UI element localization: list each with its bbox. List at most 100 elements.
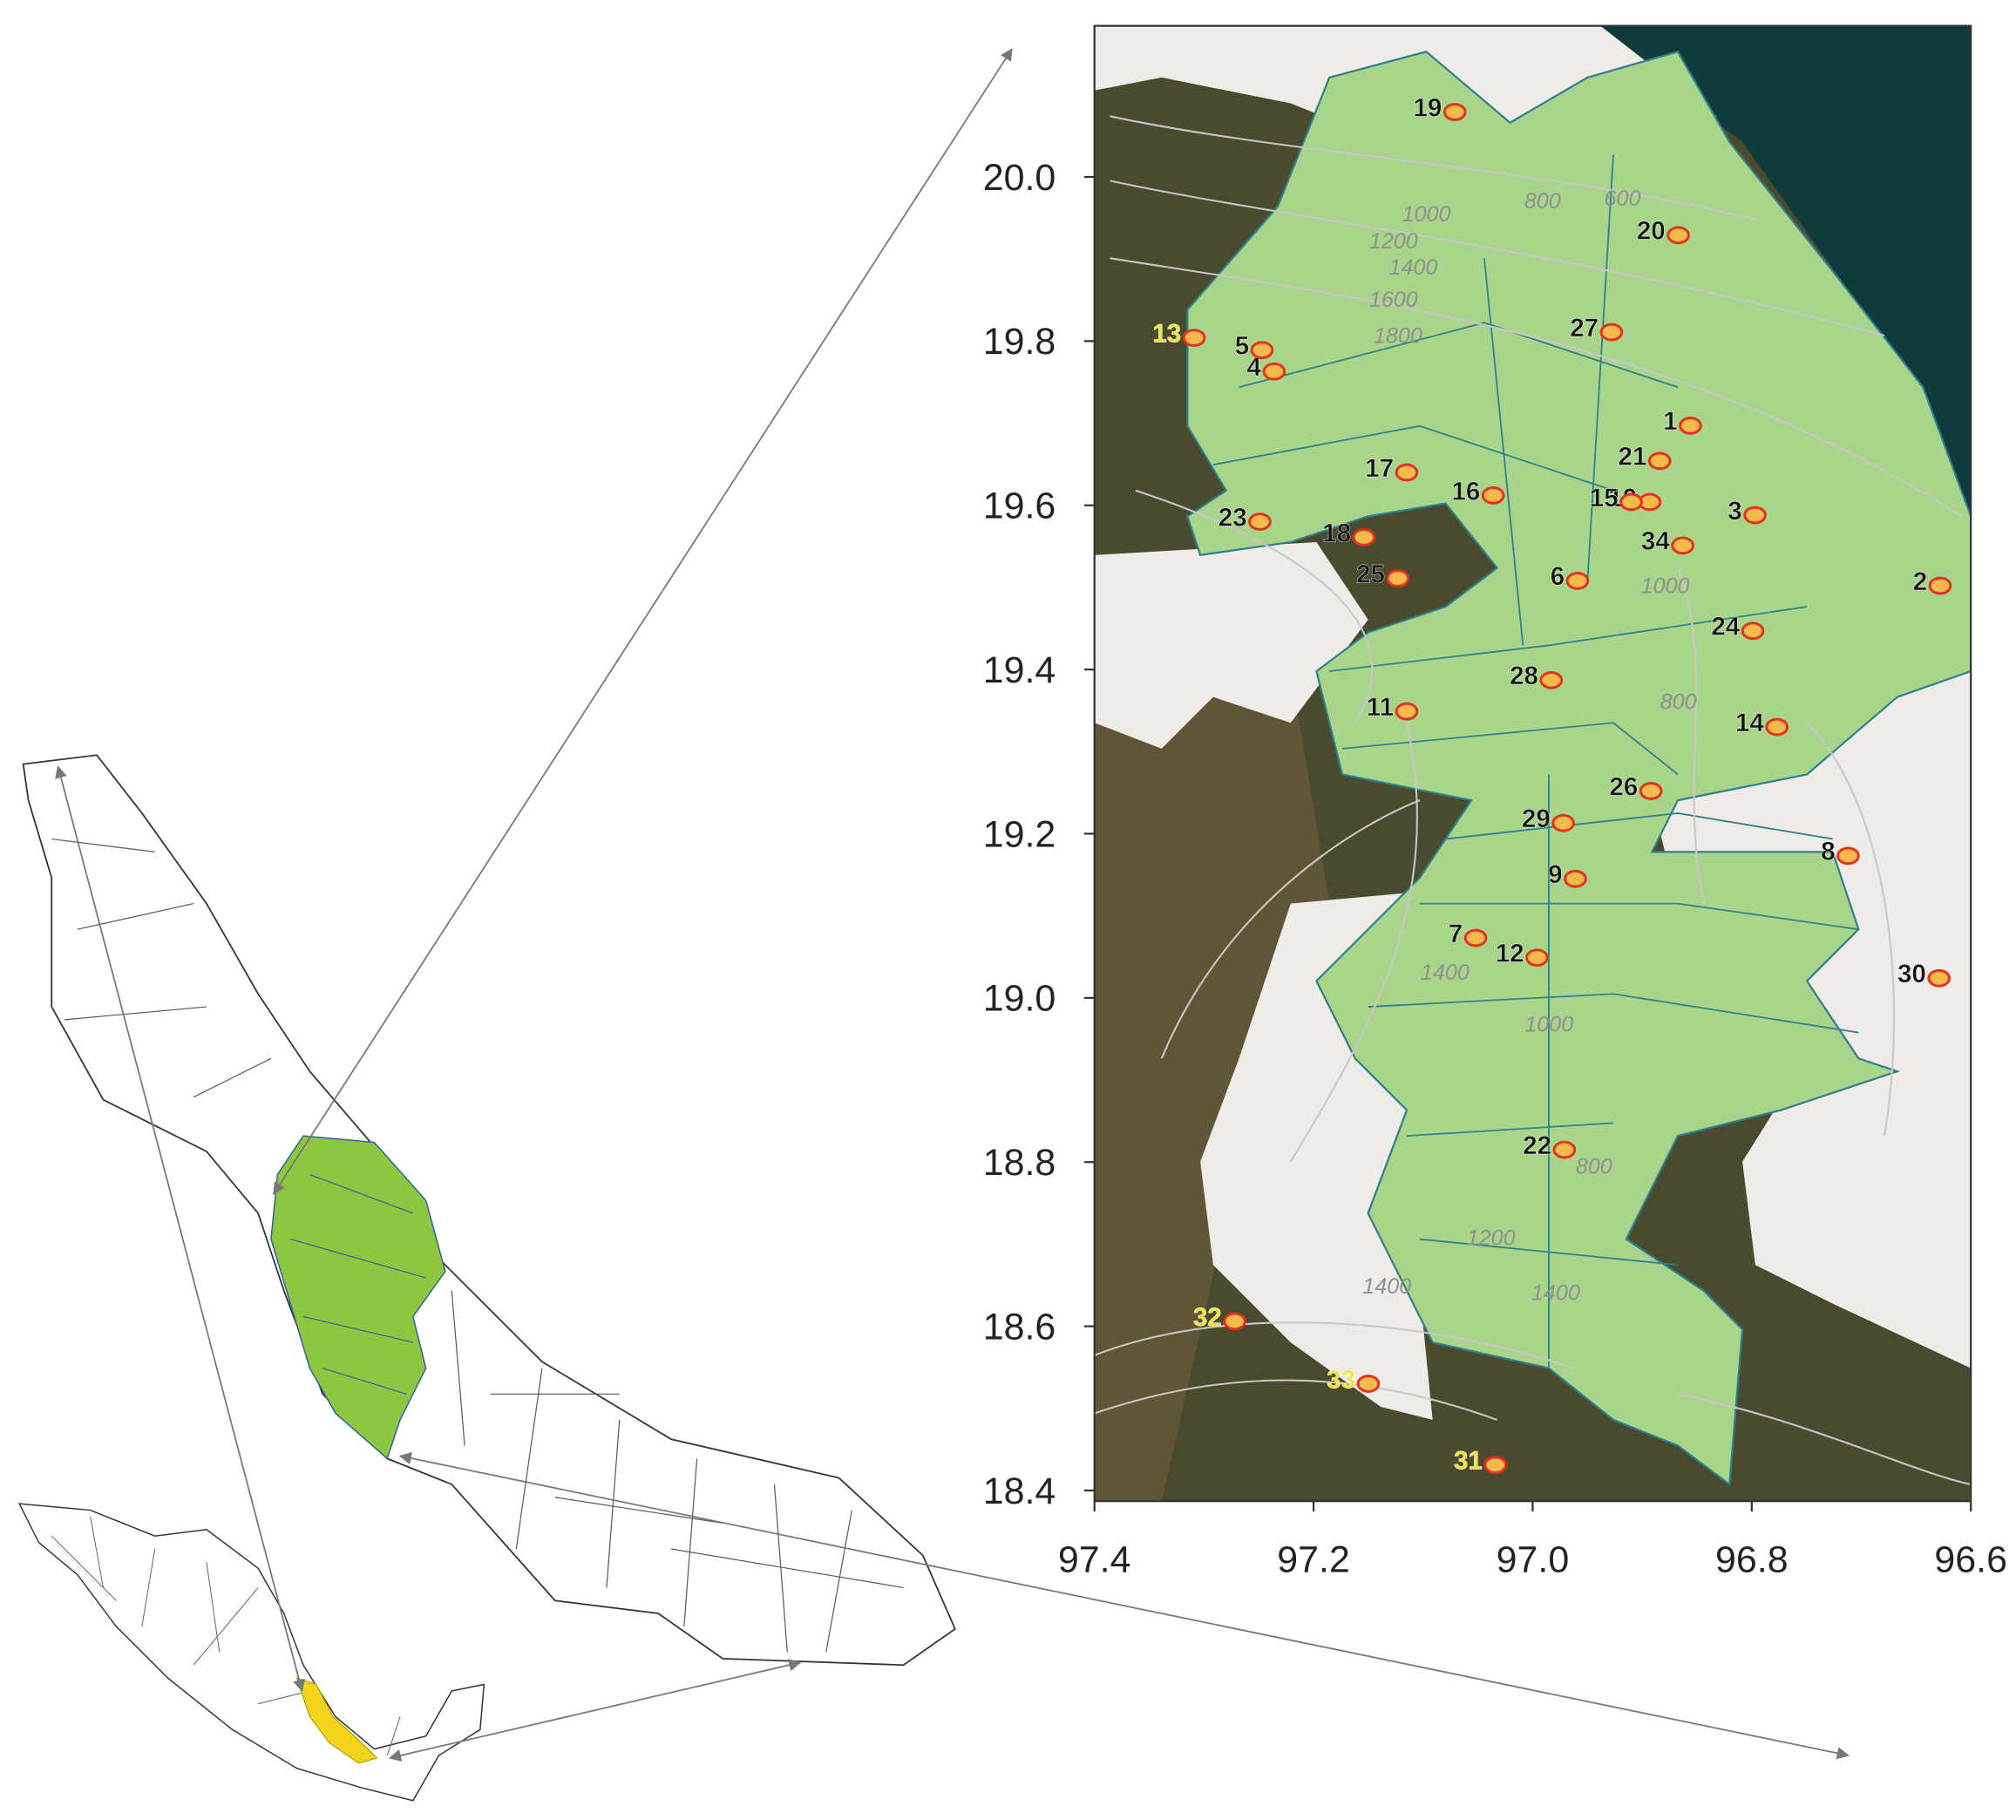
station-marker [1647,452,1672,471]
contour-label: 1200 [1467,1226,1516,1250]
station-marker [1356,1375,1381,1393]
station-label: 26 [1609,772,1638,801]
station-marker [1248,513,1272,531]
station-marker [1599,323,1624,342]
station-marker [1352,528,1376,547]
station-marker [1442,103,1467,121]
station-label: 17 [1365,454,1394,483]
station-label: 25 [1356,560,1385,588]
arrow [388,1659,802,1762]
y-tick-label: 19.0 [983,978,1056,1020]
station-label: 21 [1618,443,1646,472]
station-marker [1395,702,1419,721]
arrow [55,765,306,1693]
contour-label: 1000 [1641,574,1690,599]
station-label: 19 [1413,93,1442,122]
station-marker [1666,226,1690,245]
station-label: 3 [1728,497,1741,526]
contour-label: 800 [1576,1154,1612,1178]
station-label: 15 [1590,484,1619,513]
station-label: 2 [1913,567,1927,596]
main-map [1094,25,1972,1502]
station-marker [1564,869,1587,888]
contour-label: 1200 [1369,229,1418,254]
station-marker [1552,1140,1577,1159]
mexico-inset [17,1503,485,1802]
station-label: 12 [1496,940,1524,968]
x-tick-label: 97.4 [1058,1539,1131,1581]
station-marker [1250,341,1274,360]
x-tick-label: 97.0 [1497,1539,1570,1581]
contour-label: 1400 [1362,1274,1411,1299]
contour-label: 800 [1524,189,1561,214]
station-marker [1927,968,1952,988]
station-marker [1483,1456,1508,1475]
station-label: 28 [1510,662,1538,690]
contour-label: 1000 [1524,1013,1573,1037]
station-marker [1679,416,1702,435]
station-label: 4 [1247,353,1262,382]
y-tick-label: 19.8 [983,321,1056,363]
y-tick-label: 18.6 [983,1306,1056,1348]
arrow [398,1452,1850,1760]
station-label: 23 [1218,503,1247,532]
contour-label: 1600 [1369,288,1418,312]
station-marker [1223,1312,1246,1331]
station-marker [1836,846,1860,866]
station-label: 27 [1570,314,1599,343]
ocean [1587,25,1972,542]
contours [1094,115,1972,1485]
station-label: 18 [1322,519,1351,547]
station-marker [1551,813,1575,832]
station-marker [1386,569,1410,587]
station-label: 16 [1451,477,1480,506]
station-label: 14 [1735,709,1764,737]
station-label: 5 [1235,332,1249,361]
contour-label: 1400 [1421,961,1470,985]
contour-label: 1400 [1388,255,1437,280]
y-tick-label: 19.4 [983,649,1056,691]
map-layer: 20.0 19.8 19.6 19.4 19.2 19.0 18.8 18.6 18.497.4… [983,93,2007,1580]
station-marker [1765,717,1789,737]
station-marker [1525,948,1549,968]
station-marker [1743,506,1767,525]
station-label: 29 [1522,805,1551,833]
contour-label: 1800 [1374,323,1422,348]
station-label: 32 [1193,1303,1222,1332]
station-label: 20 [1637,217,1666,246]
station-marker [1619,492,1643,512]
contour-label: 800 [1660,689,1697,714]
station-label: 31 [1454,1447,1483,1476]
y-tick-label: 19.2 [983,813,1056,855]
station-label: 33 [1327,1365,1355,1394]
station-marker [1182,329,1206,347]
station-label: 9 [1548,860,1562,889]
x-tick-label: 96.6 [1934,1539,2007,1581]
station-marker [1395,463,1419,482]
station-marker [1262,362,1286,381]
station-label: 24 [1711,613,1740,642]
arrow [273,48,1013,1195]
veracruz-inset [22,754,956,1667]
station-marker [1639,782,1663,800]
station-label: 22 [1523,1131,1551,1160]
contour-label: 600 [1605,187,1641,211]
station-label: 34 [1641,527,1670,556]
station-label: 7 [1449,920,1463,948]
contour-label: 1000 [1402,202,1451,227]
station-marker [1481,486,1505,505]
station-marker [1741,621,1765,641]
arrows [55,48,1850,1762]
station-label: 1 [1663,407,1677,436]
station-marker [1928,576,1952,595]
station-marker [1565,571,1590,590]
station-marker [1539,670,1564,689]
station-label: 11 [1367,693,1394,722]
x-tick-label: 96.8 [1715,1539,1789,1581]
station-label: 8 [1821,838,1835,866]
y-tick-label: 18.8 [983,1142,1056,1184]
station-label: 13 [1152,319,1181,348]
station-label: 30 [1897,960,1926,988]
